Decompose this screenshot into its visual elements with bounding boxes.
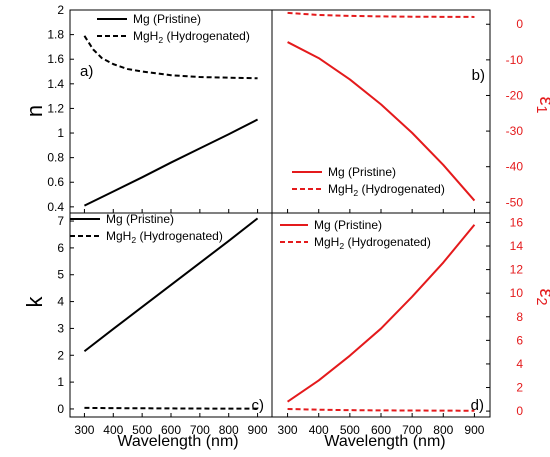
legend-label: Mg (Pristine) <box>314 218 382 232</box>
legend-label: Mg (Pristine) <box>133 12 201 26</box>
y-tick-label: 12 <box>510 263 524 277</box>
y-tick-label: 1.6 <box>47 52 64 66</box>
y-tick-label: 0.4 <box>47 200 64 214</box>
y-tick-label: 0 <box>516 404 523 418</box>
plot-frame-3 <box>69 212 273 418</box>
y-tick-label: 0.6 <box>47 175 64 189</box>
legend-label: MgH2 (Hydrogenated) <box>133 29 250 45</box>
y-tick-label: 1.8 <box>47 28 64 42</box>
y-tick-label: 0.8 <box>47 151 64 165</box>
y-tick-label: 7 <box>57 214 64 228</box>
x-tick-label: 700 <box>190 423 210 437</box>
panel-label: c) <box>252 397 265 414</box>
y-tick-label: -10 <box>506 53 524 67</box>
legend-label: MgH2 (Hydrogenated) <box>106 229 223 245</box>
x-tick-label: 500 <box>340 423 360 437</box>
y-tick-label: 2 <box>516 381 523 395</box>
y-tick-label: 5 <box>57 268 64 282</box>
y-tick-label: 4 <box>57 295 64 309</box>
y-tick-label: 2 <box>57 3 64 17</box>
series-line-2 <box>287 11 475 18</box>
y-tick-label: 16 <box>510 215 524 229</box>
y-tick-label: 1.2 <box>47 101 64 115</box>
x-tick-label: 300 <box>278 423 298 437</box>
series-line-1 <box>287 224 476 403</box>
y-tick-label: 4 <box>516 357 523 371</box>
y-tick-label: 3 <box>57 321 64 335</box>
panel-label: a) <box>80 63 93 80</box>
y-tick-label: -40 <box>506 160 524 174</box>
y-tick-label: -30 <box>506 124 524 138</box>
y-tick-label: -20 <box>506 88 524 102</box>
x-tick-label: 900 <box>464 423 484 437</box>
x-tick-label: 600 <box>161 423 181 437</box>
x-tick-label: 500 <box>132 423 152 437</box>
x-tick-label: 300 <box>74 423 94 437</box>
legend-label: Mg (Pristine) <box>328 165 396 179</box>
series-line-1 <box>287 41 476 202</box>
y-tick-label: 0 <box>57 402 64 416</box>
legend-label: Mg (Pristine) <box>106 212 174 226</box>
y-axis-label: n <box>22 105 47 117</box>
series-line-1 <box>83 118 259 207</box>
y-tick-label: 0 <box>516 17 523 31</box>
legend-label: MgH2 (Hydrogenated) <box>328 182 445 198</box>
x-tick-label: 400 <box>309 423 329 437</box>
y-tick-label: 1 <box>57 126 64 140</box>
x-axis-label-right: Wavelength (nm) <box>324 433 445 450</box>
series-line-2 <box>287 407 475 412</box>
y-tick-label: 1.4 <box>47 77 64 91</box>
y-tick-label: 10 <box>510 286 524 300</box>
y-tick-label: -50 <box>506 195 524 209</box>
y-tick-label: 6 <box>57 241 64 255</box>
legend-label: MgH2 (Hydrogenated) <box>314 235 431 251</box>
series-line-1 <box>83 217 259 353</box>
x-tick-label: 400 <box>103 423 123 437</box>
y-axis-label: k <box>22 296 47 308</box>
x-tick-label: 700 <box>402 423 422 437</box>
y-axis-label: ε2 <box>533 289 550 306</box>
y-tick-label: 6 <box>516 333 523 347</box>
x-tick-label: 600 <box>371 423 391 437</box>
x-tick-label: 800 <box>219 423 239 437</box>
x-tick-label: 800 <box>433 423 453 437</box>
x-axis-label-left: Wavelength (nm) <box>117 433 238 450</box>
y-tick-label: 2 <box>57 348 64 362</box>
y-tick-label: 1 <box>57 375 64 389</box>
y-tick-label: 14 <box>510 239 524 253</box>
y-tick-label: 8 <box>516 310 523 324</box>
y-axis-label: ε1 <box>533 97 550 114</box>
panel-label: b) <box>472 67 485 84</box>
series-line-2 <box>84 406 258 410</box>
x-tick-label: 900 <box>248 423 268 437</box>
